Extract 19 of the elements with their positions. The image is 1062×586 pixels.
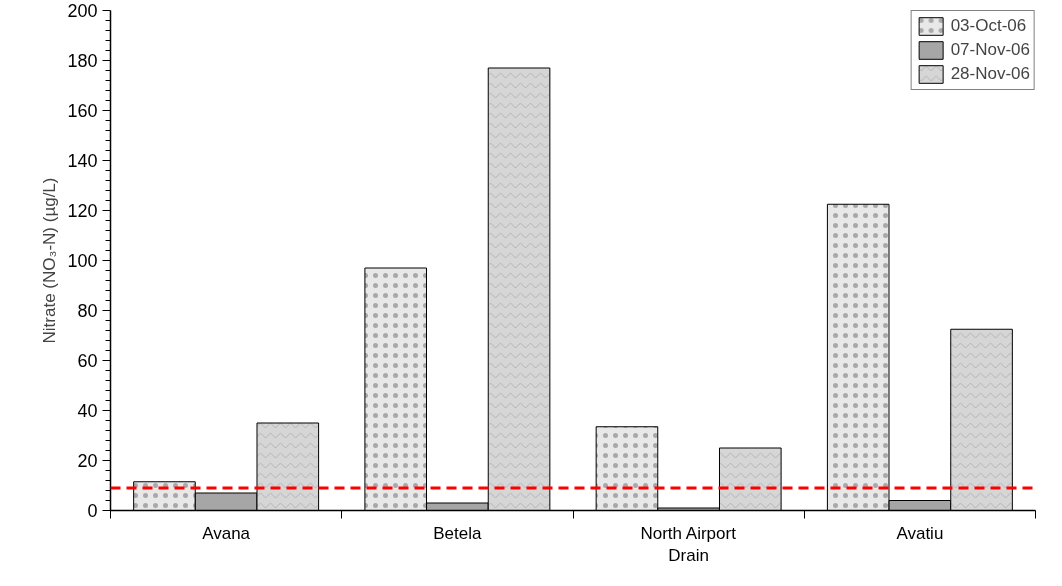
- y-tick-label: 140: [67, 151, 98, 171]
- y-tick-label: 60: [77, 351, 98, 371]
- legend-label: 03-Oct-06: [950, 16, 1027, 36]
- x-tick-label: Avatiu: [896, 523, 944, 543]
- y-tick-label: 100: [67, 251, 98, 271]
- x-tick-label: North Airport Drain: [640, 523, 737, 566]
- legend-label: 28-Nov-06: [950, 64, 1030, 84]
- y-axis-title: Nitrate (NO₃-N) (µg/L): [40, 177, 60, 344]
- y-tick-label: 40: [77, 401, 98, 421]
- x-tick-label: Avana: [202, 523, 251, 543]
- x-tick-label: Betela: [433, 523, 483, 543]
- y-tick-label: 80: [77, 301, 98, 321]
- legend-label: 07-Nov-06: [950, 40, 1030, 60]
- y-tick-label: 0: [87, 501, 98, 521]
- y-tick-label: 20: [77, 451, 98, 471]
- y-tick-label: 200: [67, 1, 98, 21]
- y-tick-label: 180: [67, 51, 98, 71]
- y-tick-label: 120: [67, 201, 98, 221]
- y-tick-label: 160: [67, 101, 98, 121]
